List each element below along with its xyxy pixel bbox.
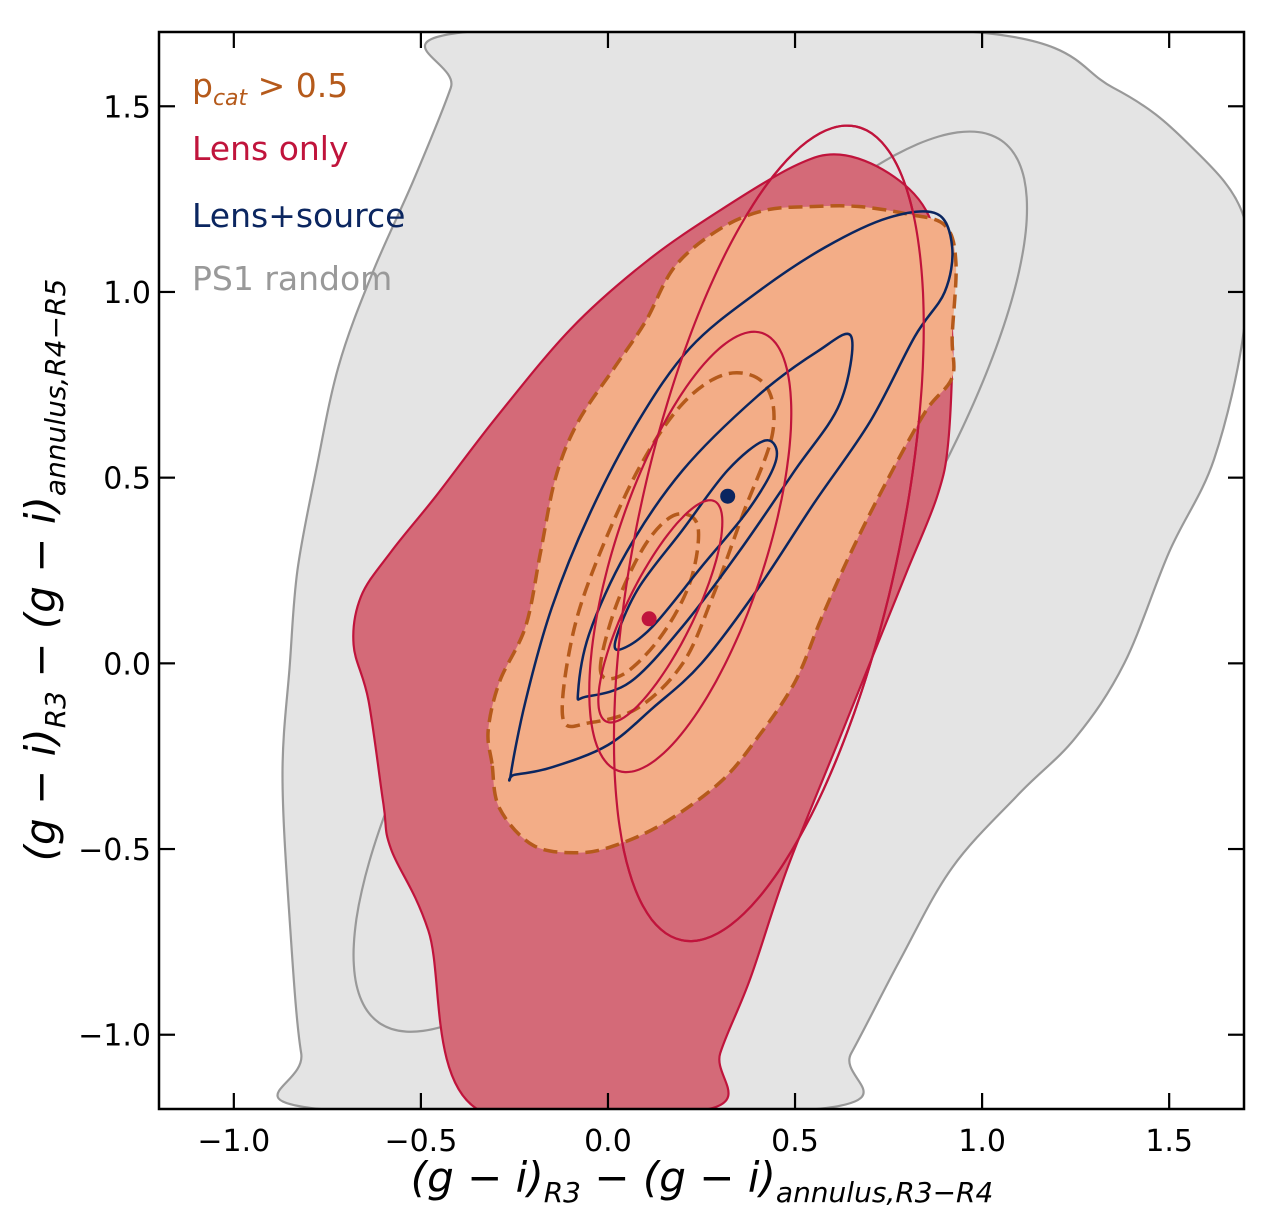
y-tick-label: −1.0	[78, 1019, 151, 1054]
x-tick-label: 1.5	[1145, 1124, 1193, 1159]
center-points	[641, 488, 736, 627]
x-axis-title: (g − i)R3 − (g − i)annulus,R3−R4	[411, 1153, 994, 1209]
y-tick-label: 1.0	[103, 276, 151, 311]
pcat-inner-contour	[560, 370, 776, 729]
lens-only-center-point	[641, 611, 657, 627]
legend-pcat: pcat > 0.5	[192, 66, 348, 111]
y-tick-label: 1.5	[103, 90, 151, 125]
lens-source-center-point	[720, 488, 736, 504]
y-tick-label: 0.0	[103, 647, 151, 682]
x-tick-label: 0.5	[771, 1124, 819, 1159]
plot-area	[276, 32, 1244, 1109]
x-tick-label: −0.5	[384, 1124, 457, 1159]
lens-source-outer-contour	[507, 210, 954, 782]
pcat-core-contour	[598, 511, 701, 681]
x-tick-label: 1.0	[958, 1124, 1006, 1159]
legend-lens-source: Lens+source	[192, 196, 405, 235]
x-tick-label: −1.0	[197, 1124, 270, 1159]
y-tick-label: 0.5	[103, 462, 151, 497]
legend-ps1-random: PS1 random	[192, 259, 392, 298]
lens-only-ellipse-overlay-3	[612, 124, 925, 943]
x-axis-ticks: −1.0 −0.5 0.0 0.5 1.0 1.5	[197, 32, 1193, 1159]
legend-lens-only: Lens only	[192, 129, 349, 168]
lens-source-inner-contour	[613, 439, 779, 652]
lens-only-ellipse-overlay-2	[588, 330, 793, 774]
y-axis-title: (g − i)R3 − (g − i)annulus,R4−R5	[16, 279, 72, 862]
plot-frame	[157, 30, 1246, 1111]
lens-source-contours	[507, 124, 954, 943]
x-tick-label: 0.0	[584, 1124, 632, 1159]
lens-only-ellipse-overlay-1	[597, 499, 724, 724]
y-tick-label: −0.5	[78, 833, 151, 868]
y-axis-ticks: −1.0 −0.5 0.0 0.5 1.0 1.5	[78, 90, 1244, 1054]
legend: pcat > 0.5 Lens only Lens+source PS1 ran…	[192, 66, 405, 298]
